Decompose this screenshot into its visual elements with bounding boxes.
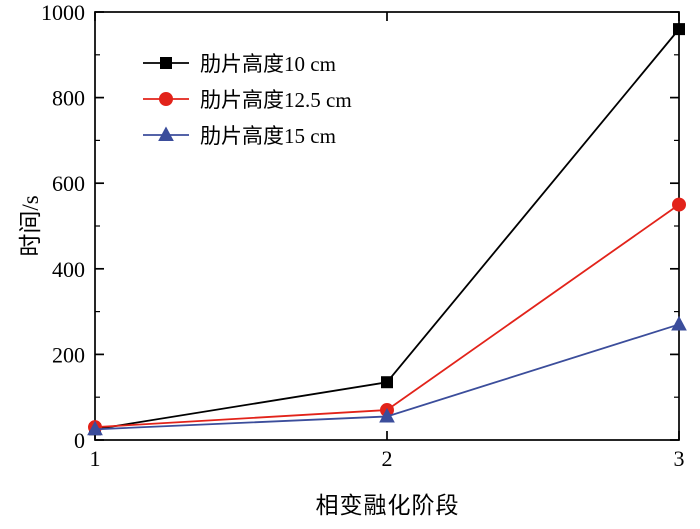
svg-text:肋片高度12.5 cm: 肋片高度12.5 cm: [200, 88, 352, 112]
svg-text:肋片高度15 cm: 肋片高度15 cm: [200, 124, 336, 148]
svg-text:1000: 1000: [41, 0, 85, 25]
y-axis-title: 时间/s: [18, 195, 43, 257]
svg-text:200: 200: [52, 342, 85, 367]
svg-text:3: 3: [674, 446, 685, 471]
svg-text:2: 2: [382, 446, 393, 471]
svg-text:肋片高度10 cm: 肋片高度10 cm: [200, 52, 336, 76]
svg-text:800: 800: [52, 86, 85, 111]
svg-text:0: 0: [74, 428, 85, 453]
svg-text:1: 1: [90, 446, 101, 471]
svg-text:400: 400: [52, 257, 85, 282]
x-axis-title: 相变融化阶段: [315, 493, 460, 518]
svg-text:600: 600: [52, 171, 85, 196]
